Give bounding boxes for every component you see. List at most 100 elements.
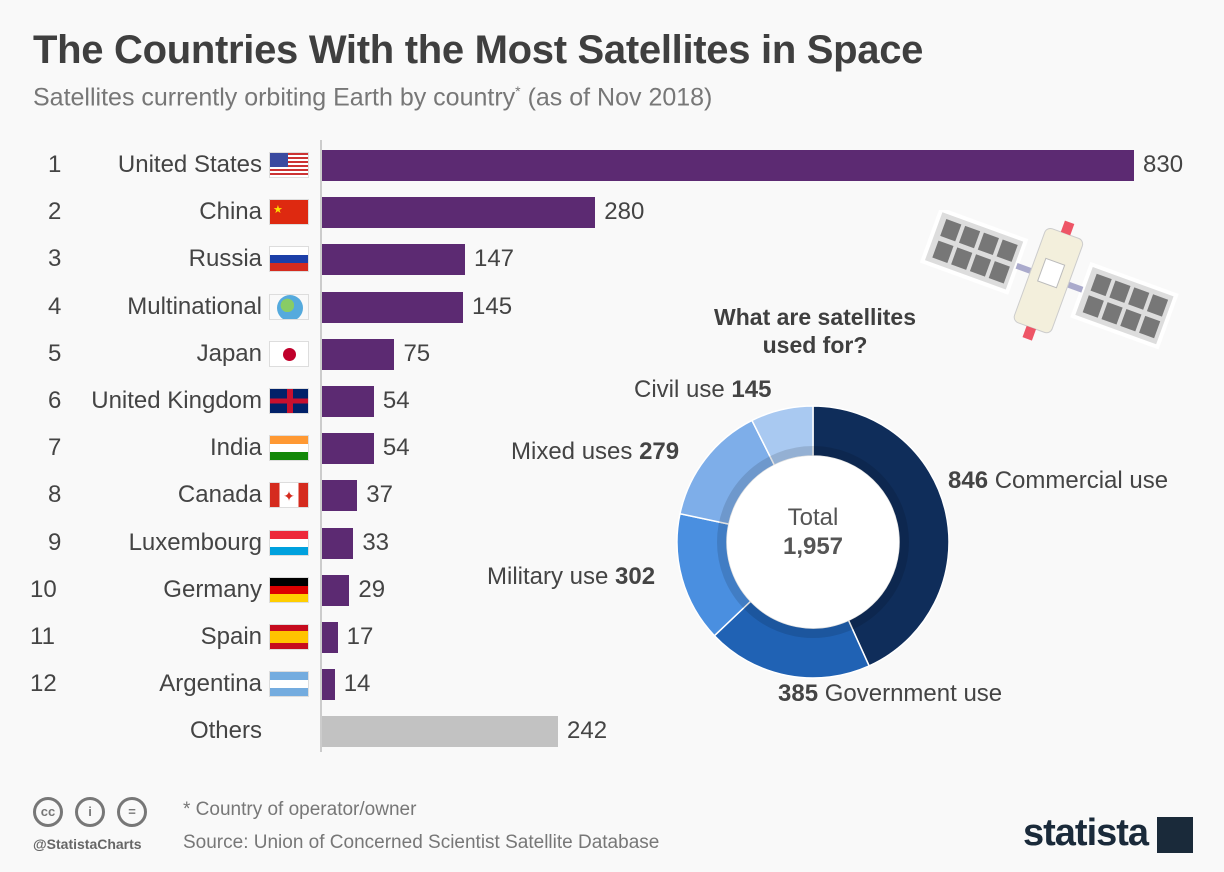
footnote: * Country of operator/owner (183, 799, 417, 820)
bar-china (321, 197, 596, 229)
chart-subtitle: Satellites currently orbiting Earth by c… (33, 83, 712, 112)
bar-united-states (321, 150, 1134, 181)
label-value: 385 (778, 680, 819, 707)
label-text: Mixed uses (511, 438, 633, 465)
rank-label: 9 (48, 528, 62, 556)
value-label: 17 (346, 623, 374, 650)
label-mixed: Mixed uses 279 (511, 438, 679, 466)
label-value: 145 (731, 376, 772, 403)
label-commercial: 846 Commercial use (948, 467, 1168, 495)
value-label: 280 (604, 198, 645, 226)
rank-label: 3 (48, 245, 62, 273)
label-value: 302 (615, 563, 656, 590)
country-label-others: Others (189, 717, 262, 745)
bar-spain (321, 622, 338, 653)
bar-japan (321, 338, 395, 370)
country-label-china: China (199, 198, 262, 226)
label-value: 846 (948, 467, 989, 494)
rank-label: 7 (48, 434, 62, 462)
statista-logo[interactable]: statista (1023, 812, 1149, 854)
rank-label: 5 (48, 339, 62, 367)
source: Source: Union of Concerned Scientist Sat… (183, 832, 660, 853)
donut-title: What are satellites used for? (714, 304, 916, 358)
flag-japan-icon (269, 340, 309, 367)
value-label: 54 (382, 387, 410, 414)
bar-canada (321, 480, 358, 512)
value-label: 29 (358, 575, 386, 603)
flag-china-icon: ★ (269, 199, 309, 226)
value-label: 54 (382, 434, 410, 462)
value-label: 145 (472, 292, 513, 320)
flag-united-states-icon (269, 152, 309, 178)
value-label: 14 (343, 670, 371, 698)
country-label-germany: Germany (163, 575, 262, 603)
cc-icon: cc (33, 797, 63, 827)
flag-multinational-icon (269, 293, 309, 320)
rank-label: 10 (30, 575, 57, 603)
flag-canada-icon: ✦ (269, 482, 309, 509)
flag-spain-icon (269, 624, 309, 650)
label-military: Military use 302 (487, 563, 655, 591)
country-label-luxembourg: Luxembourg (128, 528, 262, 556)
flag-argentina-icon (269, 671, 309, 698)
statista-logo-icon (1157, 817, 1193, 853)
label-text: Commercial use (994, 467, 1169, 494)
country-label-spain: Spain (200, 623, 262, 650)
bar-multinational (321, 291, 464, 323)
rank-label: 11 (30, 623, 55, 650)
value-label: 75 (403, 339, 431, 367)
twitter-handle[interactable]: @StatistaCharts (33, 836, 142, 852)
country-label-united-states: United States (117, 151, 262, 178)
bar-luxembourg (321, 527, 354, 559)
flag-india-icon (269, 435, 309, 462)
bar-others (321, 716, 559, 748)
rank-label: 1 (48, 151, 62, 178)
bar-russia (321, 244, 465, 276)
value-label: 33 (362, 528, 390, 556)
subtitle-mark: * (515, 83, 521, 99)
rank-label: 2 (48, 198, 62, 226)
label-value: 279 (639, 438, 680, 465)
subtitle-text: Satellites currently orbiting Earth by c… (33, 83, 516, 112)
donut-inner-ring (717, 446, 909, 638)
rank-label: 6 (48, 387, 62, 414)
subtitle-suffix: (as of Nov 2018) (520, 83, 713, 112)
label-government: 385 Government use (778, 680, 1002, 708)
rank-label: 12 (30, 670, 57, 698)
country-label-united-kingdom: United Kingdom (91, 387, 262, 414)
chart-title: The Countries With the Most Satellites i… (33, 28, 924, 72)
country-label-argentina: Argentina (159, 670, 262, 698)
label-civil: Civil use 145 (634, 376, 771, 404)
bar-united-kingdom (321, 386, 374, 417)
value-label: 37 (366, 481, 393, 509)
donut-total: Total 1,957 (743, 503, 883, 561)
noderivs-icon: = (117, 797, 147, 827)
bar-argentina (321, 669, 335, 701)
flag-luxembourg-icon (269, 529, 309, 556)
satellite-illustration (919, 210, 1179, 350)
flag-germany-icon (269, 576, 309, 603)
bar-india (321, 433, 374, 465)
country-label-japan: Japan (196, 339, 262, 367)
value-label: 242 (567, 717, 608, 745)
donut-hole (727, 456, 899, 628)
rank-label: 8 (48, 481, 62, 509)
axis-line (320, 140, 322, 752)
label-text: Military use (487, 563, 609, 590)
total-label: Total (787, 504, 839, 531)
bar-germany (321, 574, 350, 606)
label-text: Government use (824, 680, 1003, 707)
flag-russia-icon (269, 246, 309, 273)
country-label-russia: Russia (188, 245, 262, 273)
value-label: 830 (1143, 151, 1184, 178)
attribution-icon: i (75, 797, 105, 827)
label-text: Civil use (634, 376, 725, 403)
total-value: 1,957 (782, 533, 844, 560)
country-label-india: India (209, 434, 262, 462)
country-label-canada: Canada (177, 481, 262, 509)
flag-united-kingdom-icon (269, 388, 309, 414)
value-label: 147 (473, 245, 515, 273)
country-label-multinational: Multinational (127, 292, 262, 320)
rank-label: 4 (48, 292, 62, 320)
